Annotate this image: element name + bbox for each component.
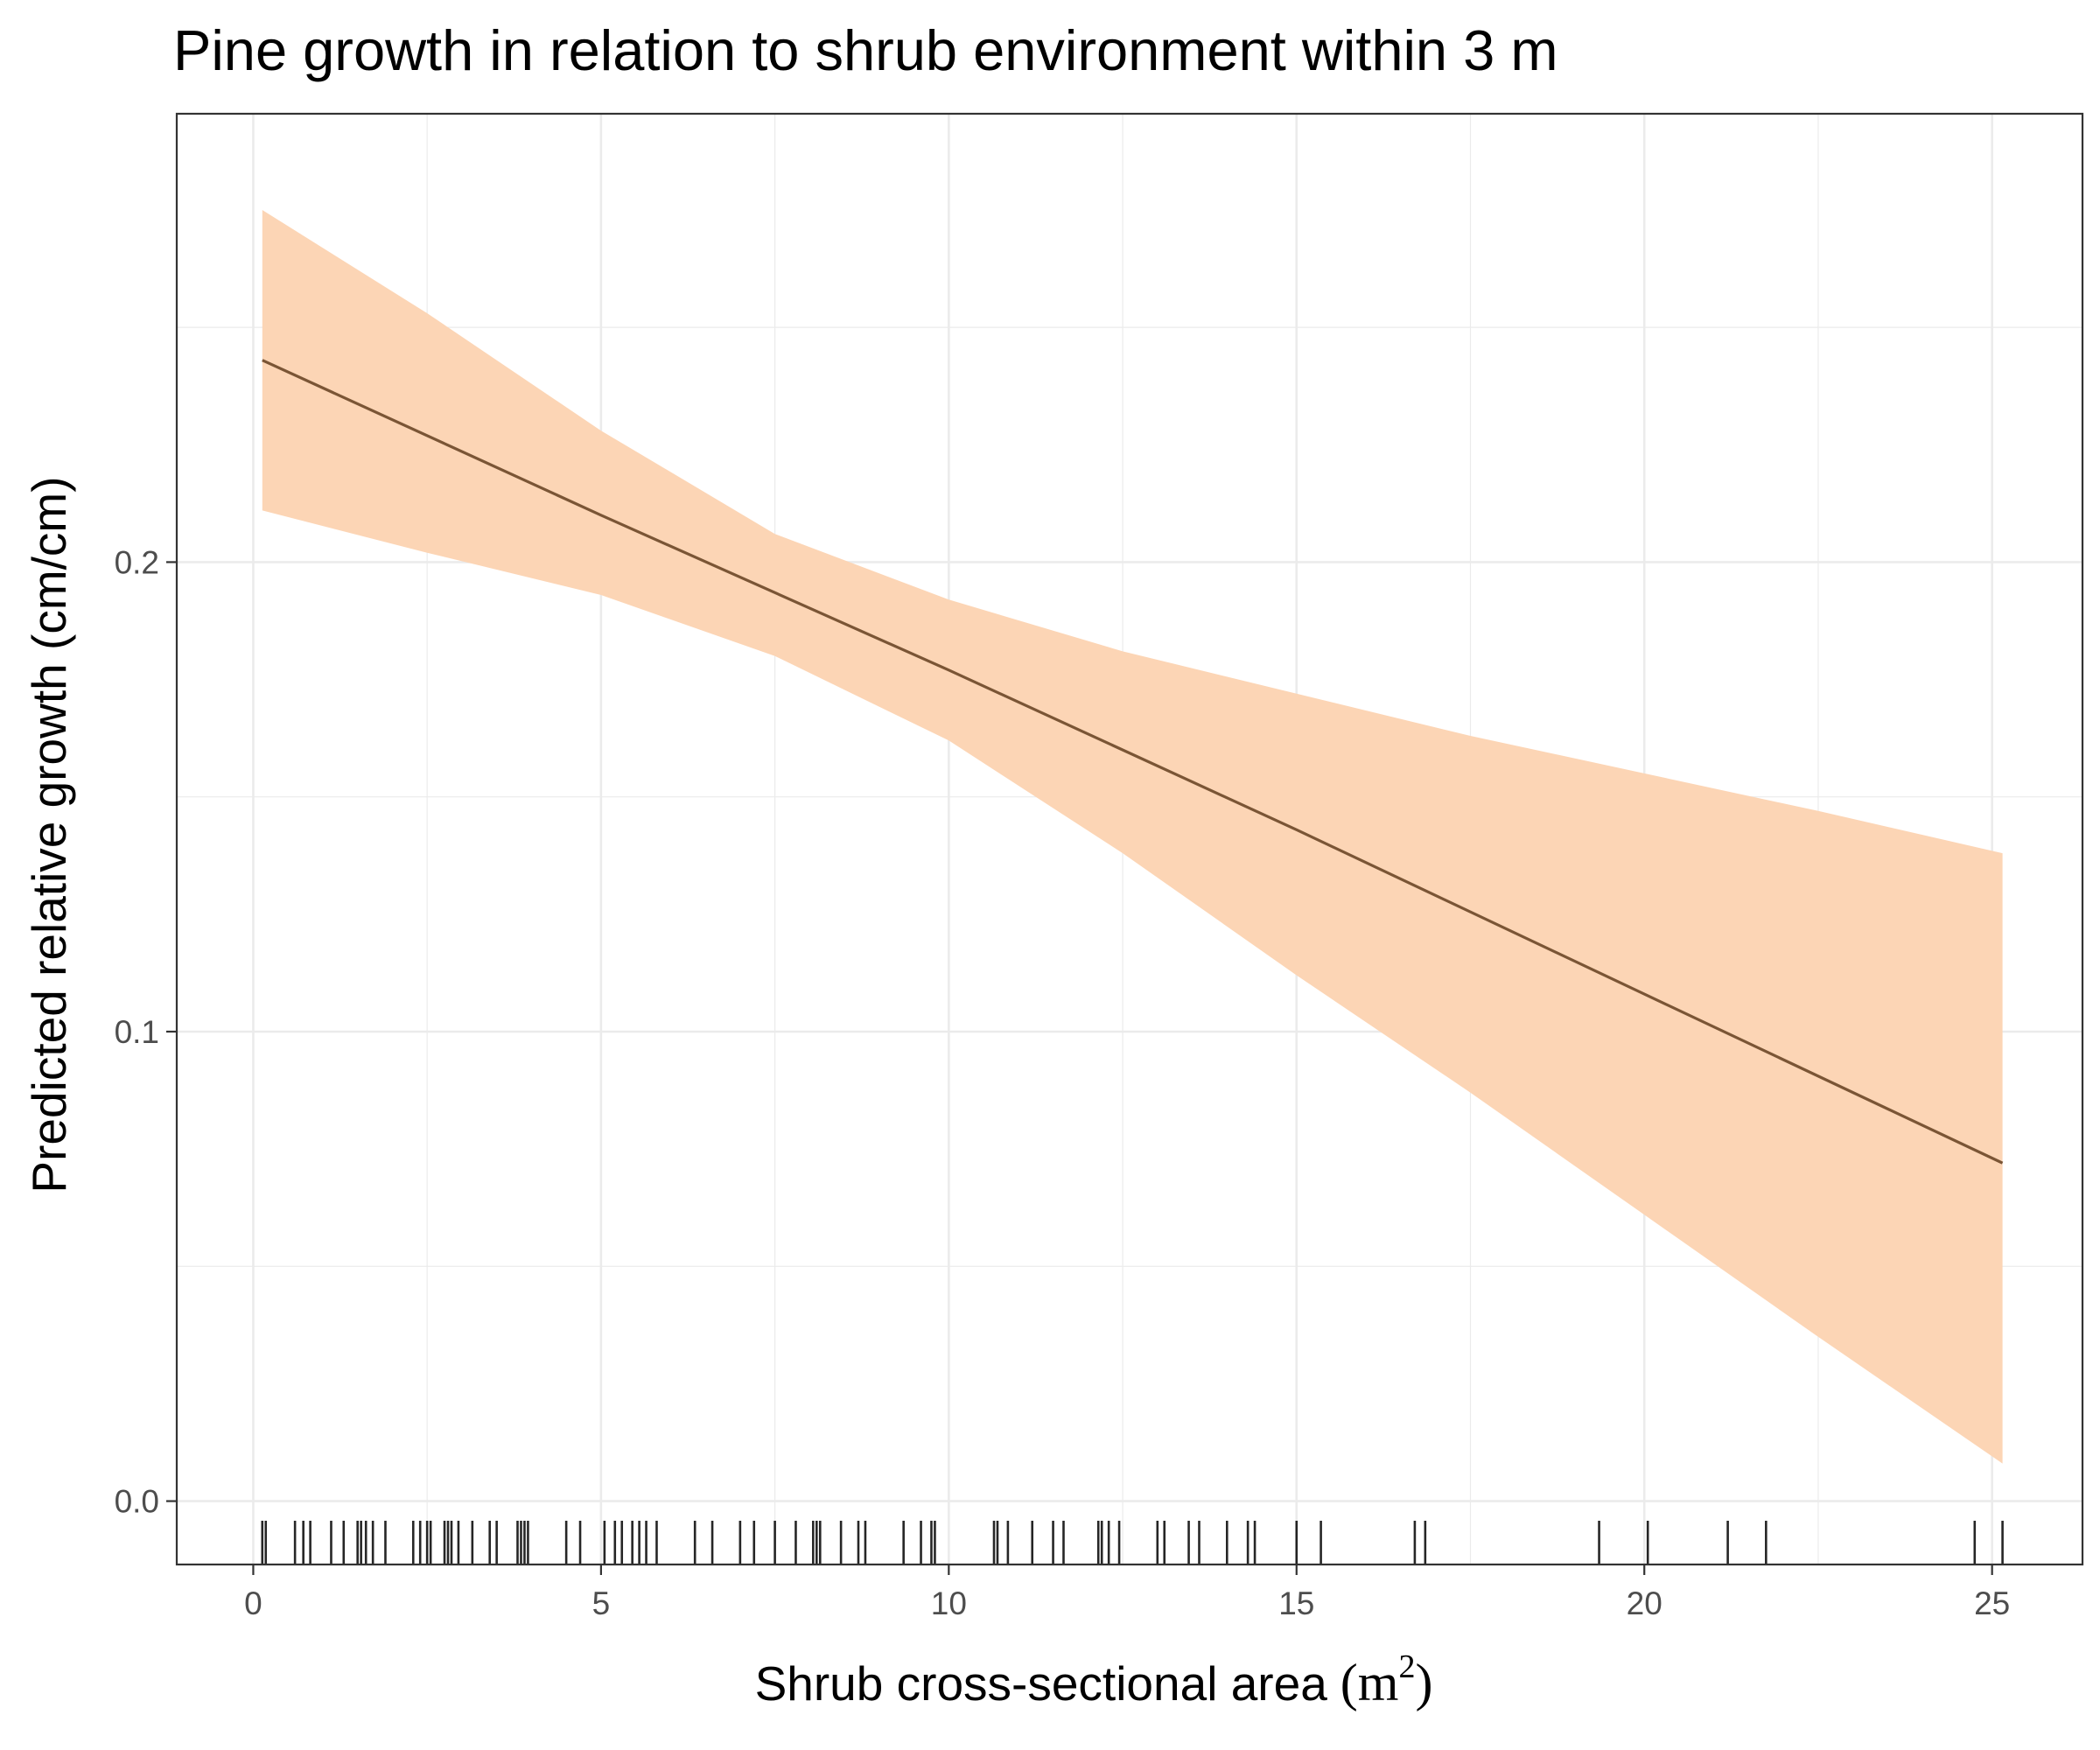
chart-title: Pine growth in relation to shrub environ… (173, 18, 1558, 82)
x-axis-unit-base: m (1358, 1654, 1399, 1712)
x-tick-label: 20 (1627, 1586, 1662, 1621)
confidence-band-layer (262, 210, 2003, 1464)
x-axis-unit-exponent: 2 (1398, 1648, 1415, 1685)
fitted-line-layer (262, 359, 2004, 1165)
x-tick-label: 25 (1974, 1586, 2010, 1621)
y-axis: 0.0 0.1 0.2 (115, 544, 177, 1520)
x-axis-label: Shrub cross-sectional area (755, 1656, 1328, 1711)
fitted-line (262, 359, 2004, 1165)
x-axis-unit-close-paren: ) (1415, 1654, 1432, 1712)
x-axis-unit-open-paren: ( (1327, 1654, 1358, 1712)
x-tick-label: 5 (592, 1586, 611, 1621)
rug-marks (261, 1521, 2004, 1564)
x-tick-label: 15 (1278, 1586, 1314, 1621)
x-tick-label: 0 (244, 1586, 262, 1621)
y-tick-label: 0.1 (115, 1014, 159, 1050)
x-tick-label: 10 (931, 1586, 967, 1621)
x-axis-title: Shrub cross-sectional area (m2) (755, 1648, 1433, 1712)
y-tick-label: 0.2 (115, 544, 159, 580)
confidence-band (262, 210, 2003, 1464)
x-axis: 0 5 10 15 20 25 (244, 1564, 2010, 1621)
panel-border (175, 112, 2084, 1566)
y-tick-label: 0.0 (115, 1484, 159, 1520)
y-axis-title: Predicted relative growth (cm/cm) (22, 476, 76, 1193)
